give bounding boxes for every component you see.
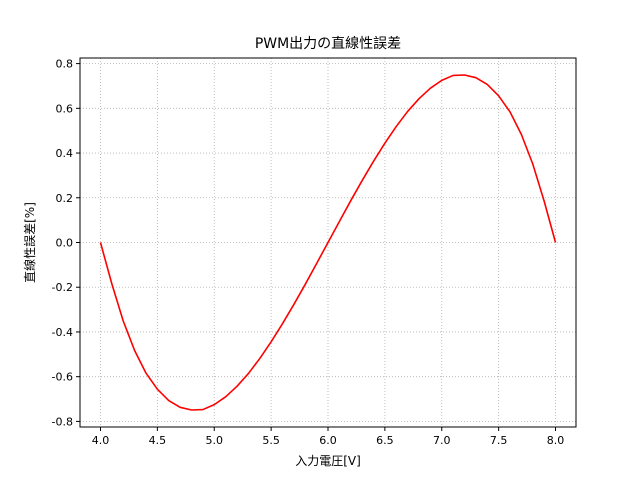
series-layer [99,74,557,411]
y-tick-label: -0.2 [52,281,73,294]
x-tick-label: 5.0 [205,434,223,447]
x-tick-label: 7.5 [490,434,508,447]
y-tick-label: 0.4 [56,147,74,160]
x-axis-label: 入力電圧[V] [295,454,361,468]
x-tick-label: 4.0 [92,434,110,447]
y-tick-label: -0.4 [52,326,73,339]
series-line [99,74,557,411]
y-tick-label: 0.6 [56,102,74,115]
x-tick-label: 6.0 [319,434,337,447]
x-tick-label: 6.5 [376,434,394,447]
y-tick-label: 0.0 [56,237,74,250]
y-axis-label: 直線性誤差[%] [22,202,37,283]
y-tick-label: 0.2 [56,192,74,205]
y-tick-label: 0.8 [56,58,74,71]
x-tick-label: 5.5 [262,434,280,447]
x-tick-label: 4.5 [149,434,167,447]
y-tick-label: -0.6 [52,371,73,384]
x-tick-label: 7.0 [433,434,451,447]
ticks: 4.0 4.5 5.0 5.5 6.0 6.5 7.0 7.5 8.0 -0.8 -0.6 -0.4 -… [52,58,565,447]
chart-title: PWM出力の直線性誤差 [255,35,401,52]
x-tick-label: 8.0 [547,434,565,447]
y-tick-label: -0.8 [52,415,73,428]
